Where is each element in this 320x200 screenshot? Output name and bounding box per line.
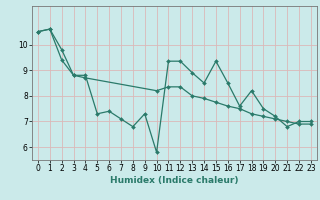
- X-axis label: Humidex (Indice chaleur): Humidex (Indice chaleur): [110, 176, 239, 185]
